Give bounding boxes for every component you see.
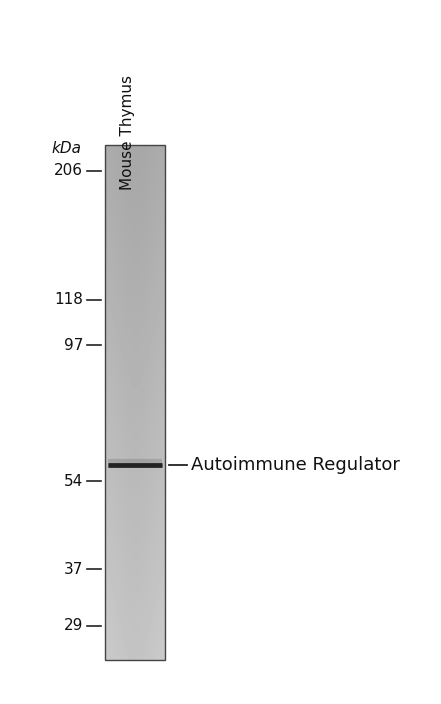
Text: kDa: kDa [51, 141, 81, 156]
Text: 97: 97 [64, 338, 83, 353]
Text: 54: 54 [64, 474, 83, 489]
Text: 206: 206 [54, 163, 83, 178]
Text: 118: 118 [54, 292, 83, 308]
Text: 37: 37 [64, 562, 83, 577]
Bar [105, 145, 165, 660]
Text: 29: 29 [64, 618, 83, 633]
Text: Autoimmune Regulator: Autoimmune Regulator [191, 455, 400, 474]
Text: Mouse Thymus: Mouse Thymus [120, 75, 135, 191]
